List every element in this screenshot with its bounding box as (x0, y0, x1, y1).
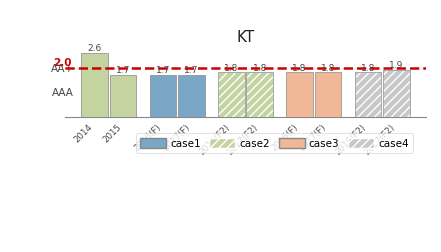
Text: 1.7: 1.7 (184, 66, 198, 75)
Text: AAA: AAA (52, 88, 74, 98)
Bar (247, 73, 273, 117)
Text: AA+: AA+ (51, 63, 74, 73)
Bar (150, 76, 176, 117)
Text: 1.8: 1.8 (253, 63, 267, 72)
Bar (355, 73, 381, 117)
Bar (383, 71, 410, 117)
Bar (355, 73, 381, 117)
Bar (178, 76, 205, 117)
Bar (315, 73, 341, 117)
Text: 2.6: 2.6 (88, 44, 102, 53)
Text: KT: KT (236, 30, 254, 45)
Bar (110, 76, 136, 117)
Text: 1.8: 1.8 (224, 63, 239, 72)
Text: 1.9: 1.9 (389, 61, 404, 70)
Text: 1.8: 1.8 (321, 63, 335, 72)
Bar (218, 73, 245, 117)
Legend: case1, case2, case3, case4: case1, case2, case3, case4 (136, 134, 413, 153)
Text: 2.0: 2.0 (53, 58, 72, 68)
Bar (286, 73, 313, 117)
Text: 1.7: 1.7 (116, 66, 131, 75)
Bar (247, 73, 273, 117)
Bar (82, 54, 108, 117)
Text: 1.8: 1.8 (292, 63, 307, 72)
Bar (383, 71, 410, 117)
Bar (218, 73, 245, 117)
Text: 1.7: 1.7 (156, 66, 170, 75)
Text: 1.8: 1.8 (361, 63, 375, 72)
